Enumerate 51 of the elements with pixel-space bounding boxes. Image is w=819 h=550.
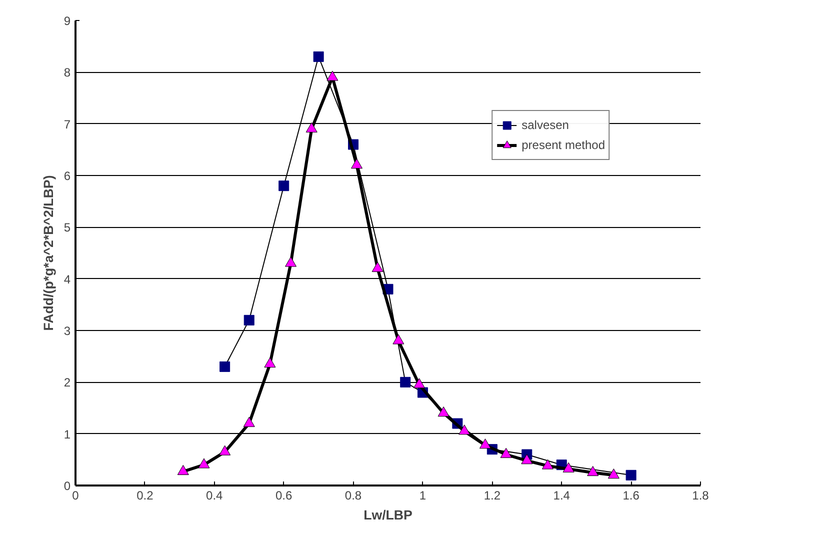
point bbox=[351, 158, 362, 169]
x-tick-label: 1.4 bbox=[553, 488, 570, 502]
x-tick-label: 1.2 bbox=[484, 488, 501, 502]
y-tick-label: 4 bbox=[64, 272, 71, 286]
point bbox=[542, 459, 554, 470]
y-tick-label: 0 bbox=[64, 479, 71, 493]
point bbox=[285, 256, 297, 267]
legend-label: salvesen bbox=[522, 118, 569, 132]
x-tick-label: 0.2 bbox=[136, 488, 154, 502]
point bbox=[219, 445, 231, 456]
x-tick-label: 0.6 bbox=[275, 488, 292, 502]
x-tick-label: 0 bbox=[72, 488, 80, 502]
x-tick-label: 0.4 bbox=[206, 488, 224, 502]
point bbox=[264, 357, 276, 368]
point bbox=[479, 438, 491, 449]
point bbox=[198, 458, 210, 468]
y-tick-label: 6 bbox=[64, 169, 71, 183]
point bbox=[400, 376, 411, 388]
point bbox=[243, 416, 255, 427]
x-tick-label: 1.8 bbox=[692, 488, 710, 502]
point bbox=[220, 361, 230, 372]
y-tick-label: 1 bbox=[64, 427, 71, 442]
point bbox=[372, 262, 384, 272]
point bbox=[313, 51, 324, 62]
x-tick-label: 0.8 bbox=[344, 488, 362, 502]
point bbox=[438, 406, 450, 417]
x-tick-label: 1.6 bbox=[622, 488, 640, 502]
point bbox=[562, 462, 574, 472]
point bbox=[500, 448, 512, 458]
point bbox=[458, 424, 470, 435]
point bbox=[392, 334, 404, 344]
y-tick-label: 5 bbox=[64, 220, 71, 235]
point bbox=[626, 470, 636, 480]
point bbox=[326, 70, 338, 81]
x-tick-label: 1 bbox=[419, 488, 426, 502]
point bbox=[177, 464, 189, 475]
y-tick-label: 2 bbox=[64, 376, 71, 390]
y-tick-label: 9 bbox=[64, 14, 71, 28]
point bbox=[608, 468, 620, 479]
y-tick-label: 7 bbox=[64, 117, 71, 132]
point bbox=[244, 314, 254, 326]
y-tick-label: 8 bbox=[64, 66, 71, 80]
y-axis-title: FAdd/(p*g*a^2*B^2/LBP) bbox=[40, 175, 56, 331]
x-axis-title: Lw/LBP bbox=[364, 508, 413, 522]
legend-label: present method bbox=[522, 138, 605, 152]
y-tick-label: 3 bbox=[64, 324, 71, 338]
point bbox=[414, 378, 425, 388]
point bbox=[587, 466, 599, 476]
point bbox=[306, 122, 318, 132]
point bbox=[521, 454, 533, 464]
point bbox=[278, 180, 290, 192]
